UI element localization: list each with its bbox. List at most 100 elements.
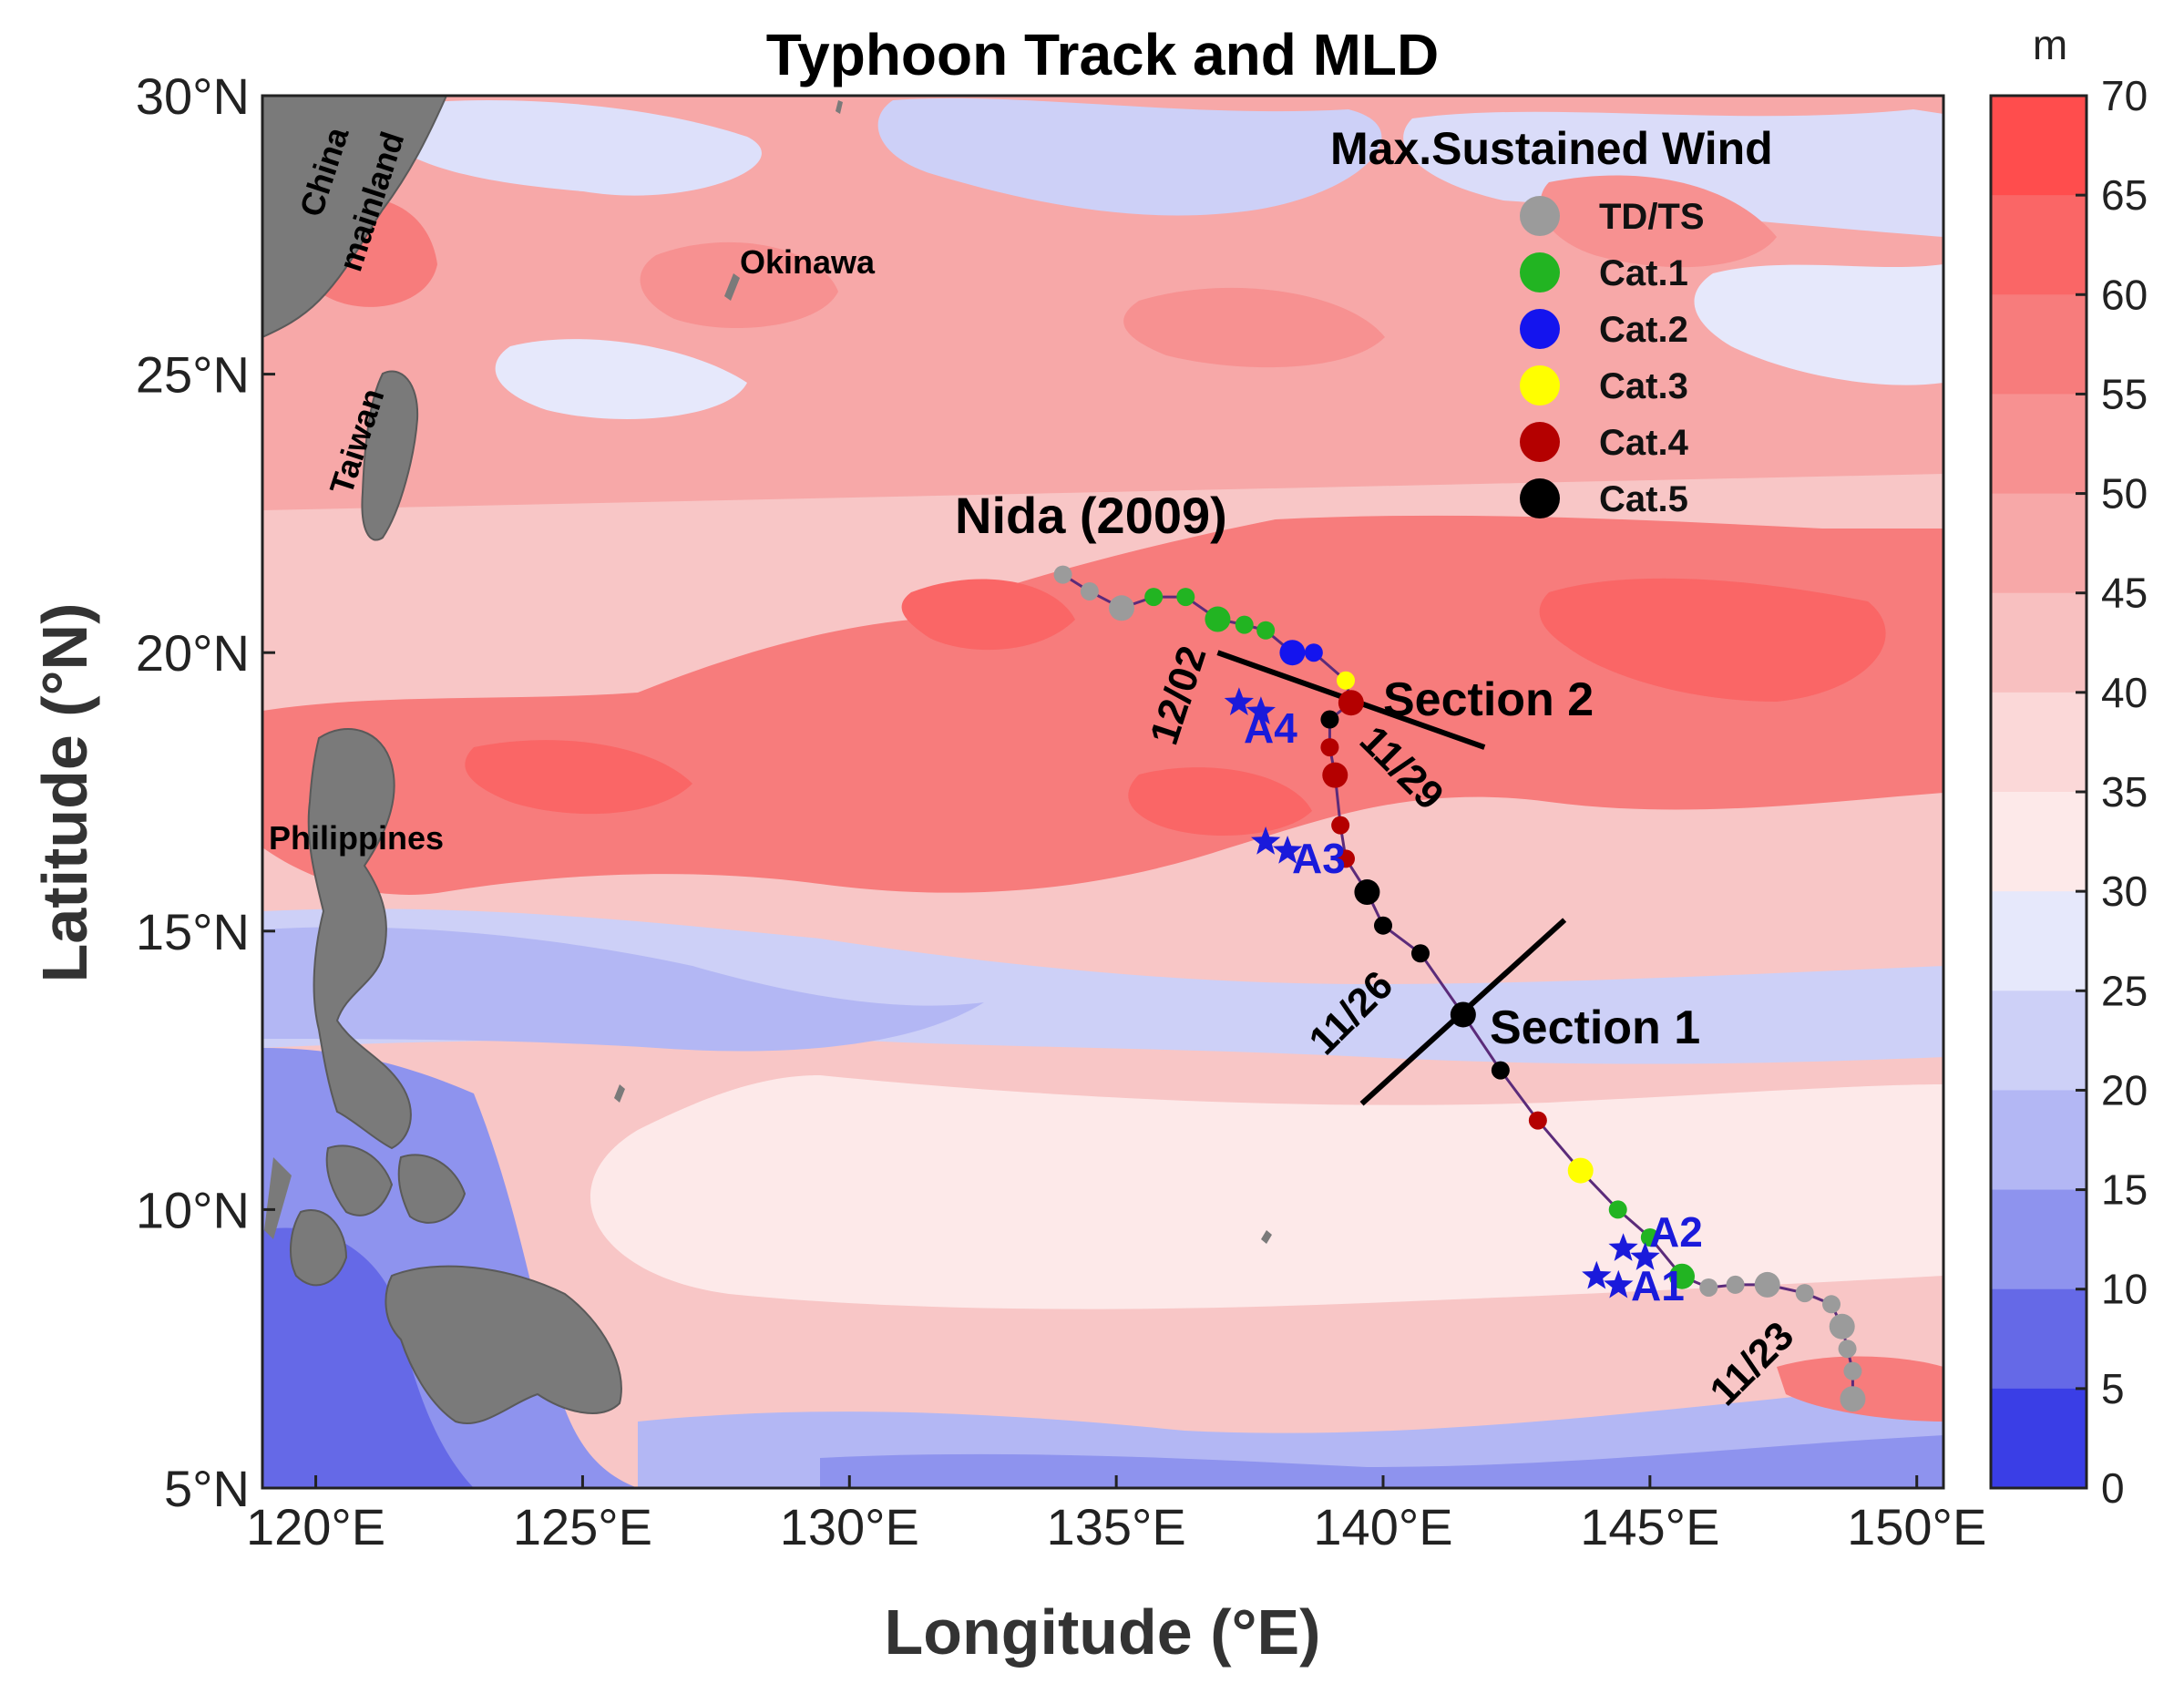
track-point — [1669, 1263, 1695, 1289]
mld-pale-region — [590, 1075, 1943, 1309]
colorbar-swatch — [1991, 991, 2087, 1091]
argo-floats — [1224, 687, 1660, 1299]
x-tick-label: 135°E — [1047, 1498, 1186, 1555]
track-point — [1795, 1284, 1814, 1303]
legend-label: Cat.4 — [1599, 423, 1689, 463]
colorbar-tick-label: 35 — [2101, 768, 2148, 816]
colorbar-swatch — [1991, 1288, 2087, 1390]
colorbar-tick-label: 65 — [2101, 171, 2148, 219]
legend-marker — [1520, 478, 1560, 518]
track-points — [1053, 565, 1866, 1412]
track-point — [1450, 1001, 1476, 1028]
legend-marker — [1520, 309, 1560, 349]
colorbar-tick-label: 70 — [2101, 72, 2148, 119]
track-point — [1205, 606, 1231, 632]
track-point — [1338, 690, 1364, 716]
mld-red-patch — [1128, 767, 1312, 836]
mld-blue-southwest-deep — [262, 1227, 474, 1488]
colorbar-swatch — [1991, 195, 2087, 295]
track-point — [1320, 710, 1339, 729]
track-point — [1411, 944, 1430, 963]
legend-label: Cat.1 — [1599, 253, 1688, 293]
colorbar-swatch — [1991, 394, 2087, 495]
track-point — [1256, 621, 1276, 640]
colorbar-tick-label: 5 — [2101, 1365, 2125, 1412]
mld-blue-patch — [1403, 109, 1943, 237]
legend-label: TD/TS — [1599, 197, 1705, 237]
palawan-land — [264, 1157, 292, 1239]
legend-label: Cat.2 — [1599, 310, 1688, 350]
track-point — [1843, 1361, 1862, 1381]
colorbar-swatch — [1991, 1189, 2087, 1290]
track-point — [1144, 588, 1164, 607]
islet-land — [836, 100, 843, 114]
mld-blue-patch — [877, 98, 1382, 216]
track-point — [1320, 738, 1339, 757]
colorbar-tick-label: 60 — [2101, 271, 2148, 318]
colorbar-swatch — [1991, 592, 2087, 693]
y-tick-label: 30°N — [136, 67, 250, 125]
colorbar-tick-label: 45 — [2101, 570, 2148, 617]
argo-label-a3: A3 — [1292, 835, 1346, 882]
mindanao-land — [385, 1265, 622, 1424]
legend-marker — [1520, 252, 1560, 293]
track-point — [1567, 1157, 1594, 1184]
track-point — [1838, 1340, 1857, 1359]
argo-star — [1608, 1233, 1638, 1261]
track-point — [1822, 1295, 1841, 1314]
argo-star — [1246, 696, 1276, 724]
mld-field — [262, 96, 1943, 1488]
y-tick-label: 10°N — [136, 1181, 250, 1238]
track-point — [1337, 671, 1355, 690]
typhoon-overlay — [1053, 565, 1866, 1412]
mld-blue-band-inner — [262, 927, 984, 1052]
track-point — [1080, 581, 1099, 601]
track-point — [1331, 816, 1350, 835]
section-1-label: Section 1 — [1490, 1001, 1700, 1054]
okinawa-label: Okinawa — [740, 243, 876, 281]
x-tick-label: 125°E — [513, 1498, 652, 1555]
y-axis: 30°N 25°N 20°N 15°N 10°N 5°N — [136, 67, 275, 1517]
mld-blue-south-deep — [820, 1435, 1943, 1488]
colorbar-swatch — [1991, 294, 2087, 395]
argo-star — [1582, 1260, 1612, 1289]
track-point — [1840, 1386, 1866, 1412]
colorbar-tick-label: 50 — [2101, 470, 2148, 518]
argo-label-a4: A4 — [1244, 704, 1297, 752]
legend-label: Cat.5 — [1599, 479, 1688, 519]
track-point — [1279, 640, 1306, 666]
mld-red-band — [262, 515, 1943, 895]
track-point — [1491, 1061, 1510, 1080]
mld-red-patch — [1123, 287, 1385, 368]
x-tick-label: 150°E — [1847, 1498, 1986, 1555]
argo-star — [1273, 836, 1303, 864]
argo-label-a2: A2 — [1649, 1208, 1703, 1256]
colorbar-tick-label: 30 — [2101, 867, 2148, 915]
colorbar-swatch — [1991, 891, 2087, 991]
track-point — [1829, 1313, 1855, 1340]
map-title: Typhoon Track and MLD — [766, 22, 1439, 87]
taiwan-land — [361, 370, 419, 541]
y-tick-label: 15°N — [136, 903, 250, 960]
colorbar-swatch — [1991, 692, 2087, 793]
argo-star — [1630, 1242, 1660, 1270]
okinawa-land — [724, 273, 740, 301]
track-point — [1109, 595, 1134, 621]
y-axis-label: Latitude (°N) — [29, 603, 100, 983]
legend-marker — [1520, 365, 1560, 405]
track-point — [1354, 879, 1380, 906]
mld-red-patch — [1540, 175, 1777, 268]
track-point — [1608, 1200, 1627, 1219]
mld-blue-patch — [495, 339, 747, 419]
luzon-land — [307, 728, 412, 1150]
x-tick-label: 140°E — [1313, 1498, 1452, 1555]
typhoon-name: Nida (2009) — [955, 487, 1227, 544]
islet-land — [1261, 1230, 1272, 1244]
track-point — [1235, 615, 1254, 634]
argo-star — [1604, 1269, 1634, 1299]
y-tick-label: 25°N — [136, 346, 250, 404]
mld-red-patch — [901, 579, 1075, 651]
x-tick-label: 120°E — [246, 1498, 385, 1555]
